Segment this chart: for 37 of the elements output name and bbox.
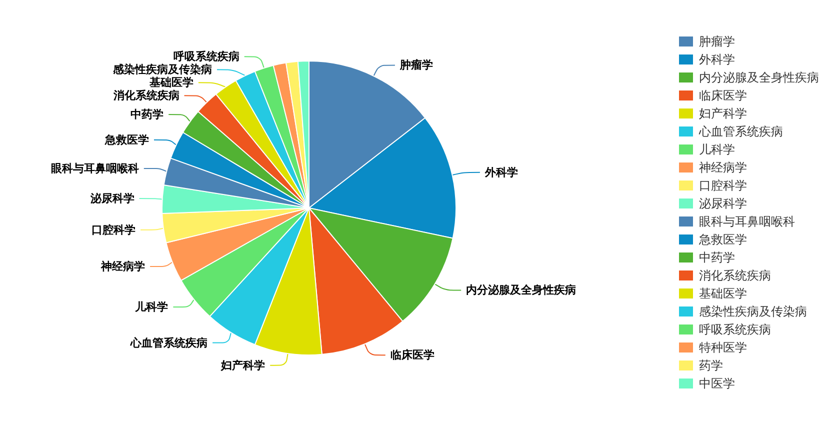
- slice-label: 妇产科学: [220, 358, 266, 372]
- legend-label: 泌尿科学: [699, 196, 747, 210]
- legend-label: 中医学: [699, 376, 735, 390]
- legend-label: 呼吸系统疾病: [699, 322, 771, 336]
- slice-label: 心血管系统疾病: [130, 336, 208, 350]
- legend-label: 神经病学: [699, 160, 747, 174]
- slice-label: 呼吸系统疾病: [173, 50, 240, 64]
- slice-label: 中药学: [130, 108, 164, 122]
- legend-label: 基础医学: [699, 286, 747, 300]
- legend-label: 消化系统疾病: [699, 268, 771, 282]
- legend-label: 内分泌腺及全身性疾病: [699, 70, 819, 84]
- slice-label: 基础医学: [148, 76, 194, 90]
- legend-label: 感染性疾病及传染病: [699, 304, 807, 318]
- slice-label: 儿科学: [134, 300, 168, 314]
- slice-label: 口腔科学: [92, 223, 136, 236]
- legend-label: 药学: [699, 358, 723, 372]
- legend-label: 儿科学: [699, 142, 735, 156]
- slice-label: 感染性疾病及传染病: [112, 63, 212, 76]
- slice-label: 内分泌腺及全身性疾病: [466, 284, 576, 297]
- slice-label: 外科学: [484, 166, 518, 179]
- legend-label: 妇产科学: [699, 106, 747, 120]
- legend-label: 特种医学: [699, 340, 747, 354]
- legend-label: 眼科与耳鼻咽喉科: [699, 214, 795, 228]
- legend-label: 心血管系统疾病: [698, 124, 783, 138]
- legend-label: 口腔科学: [699, 178, 747, 192]
- slice-label: 神经病学: [100, 260, 146, 274]
- legend-label: 急救医学: [698, 232, 747, 246]
- legend-label: 临床医学: [699, 88, 747, 102]
- legend-label: 外科学: [699, 52, 735, 66]
- slice-label: 眼科与耳鼻咽喉科: [50, 162, 139, 175]
- slice-label: 肿瘤学: [398, 58, 433, 72]
- slice-label: 消化系统疾病: [112, 89, 180, 102]
- legend-label: 中药学: [699, 250, 735, 264]
- slice-label: 泌尿科学: [89, 192, 134, 206]
- slice-label: 临床医学: [390, 348, 434, 362]
- slice-label: 急救医学: [104, 133, 149, 146]
- legend-label: 肿瘤学: [699, 34, 735, 48]
